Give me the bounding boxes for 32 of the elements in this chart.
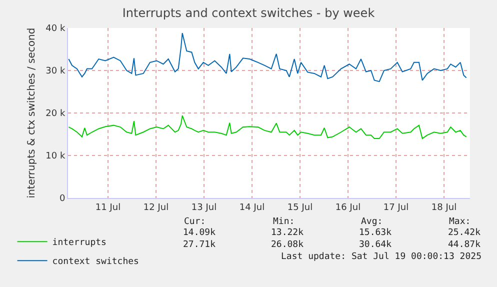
legend-label: interrupts bbox=[52, 238, 106, 248]
x-tick-label: 16 Jul bbox=[335, 202, 361, 213]
text: 13.22k bbox=[271, 228, 304, 238]
x-tick-label: 17 Jul bbox=[383, 202, 409, 213]
y-tick-label: 30 k bbox=[46, 66, 66, 77]
x-tick-label: 15 Jul bbox=[287, 202, 313, 213]
text: 30.64k bbox=[359, 240, 392, 250]
text: 44.87k bbox=[448, 240, 482, 250]
line-series bbox=[68, 32, 467, 82]
y-tick-label: 10 k bbox=[46, 152, 66, 162]
x-tick-label: 11 Jul bbox=[95, 202, 121, 213]
text: Max: bbox=[449, 217, 471, 227]
y-tick-label: 0 bbox=[59, 194, 66, 204]
x-tick-label: 12 Jul bbox=[143, 202, 169, 213]
text: 25.42k bbox=[448, 228, 482, 238]
x-tick-label: 14 Jul bbox=[239, 202, 265, 213]
text: 26.08k bbox=[271, 240, 304, 250]
chart-title: Interrupts and context switches - by week bbox=[122, 6, 375, 20]
text: 27.71k bbox=[183, 240, 216, 250]
x-tick-label: 13 Jul bbox=[191, 202, 217, 213]
text: 14.09k bbox=[183, 228, 216, 238]
legend-label: context switches bbox=[52, 257, 139, 268]
y-tick-label: 40 k bbox=[46, 24, 66, 34]
text: Avg: bbox=[361, 217, 383, 227]
text: 15.63k bbox=[359, 228, 392, 238]
line-series bbox=[68, 115, 467, 139]
text: Min: bbox=[273, 217, 295, 227]
text: Last update: Sat Jul 19 00:00:13 2025 bbox=[281, 252, 482, 262]
text: Cur: bbox=[184, 217, 206, 227]
y-tick-label: 20 k bbox=[46, 109, 66, 120]
x-tick-label: 18 Jul bbox=[431, 202, 457, 213]
y-axis-title: interrupts & ctx switches / second bbox=[26, 28, 38, 198]
